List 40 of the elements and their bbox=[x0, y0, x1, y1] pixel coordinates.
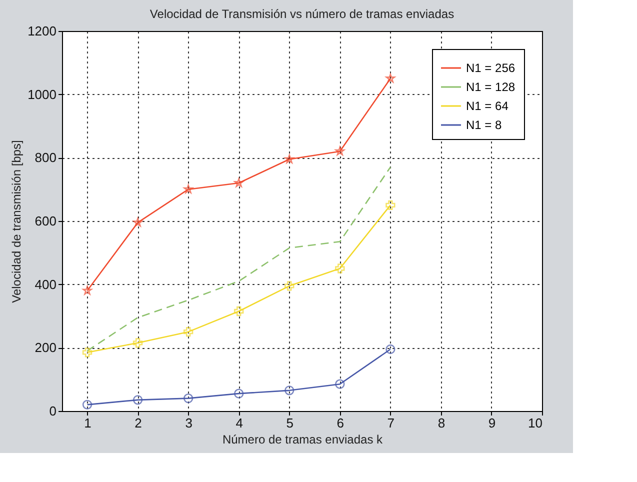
y-tick-label: 1000 bbox=[28, 86, 56, 102]
x-tick-label: 4 bbox=[236, 416, 243, 430]
y-tick-label: 800 bbox=[34, 150, 56, 166]
point bbox=[335, 264, 345, 274]
y-tick-label: 400 bbox=[34, 276, 56, 292]
point bbox=[386, 74, 396, 83]
x-tick-label: 3 bbox=[185, 416, 192, 430]
chart-title: Velocidad de Transmisión vs número de tramas enviadas bbox=[150, 7, 454, 21]
y-axis-title: Velocidad de transmisión [bps] bbox=[10, 140, 24, 303]
y-tick-label: 1200 bbox=[28, 24, 56, 38]
point bbox=[335, 146, 345, 156]
point bbox=[284, 386, 294, 396]
legend-label: N1 = 64 bbox=[466, 99, 509, 113]
point bbox=[132, 395, 143, 405]
x-tick-label: 6 bbox=[336, 416, 344, 430]
x-tick-label: 2 bbox=[134, 416, 142, 430]
point bbox=[386, 200, 396, 210]
x-tick-label: 5 bbox=[286, 416, 294, 430]
legend-label: N1 = 256 bbox=[466, 61, 516, 75]
x-tick-label: 9 bbox=[488, 416, 496, 430]
point bbox=[183, 394, 194, 404]
x-tick-label: 8 bbox=[438, 416, 446, 430]
x-tick-label: 10 bbox=[528, 416, 542, 430]
point bbox=[132, 338, 143, 348]
y-tick-label: 600 bbox=[34, 214, 56, 228]
point bbox=[234, 388, 244, 398]
point bbox=[335, 379, 345, 389]
x-tick-label: 7 bbox=[387, 416, 395, 430]
point bbox=[284, 281, 294, 291]
point bbox=[386, 344, 396, 354]
point bbox=[234, 306, 244, 316]
point bbox=[82, 348, 92, 358]
y-tick-label: 200 bbox=[34, 340, 56, 356]
y-tick-label: 0 bbox=[49, 404, 56, 418]
point bbox=[183, 327, 194, 337]
x-tick-label: 1 bbox=[84, 416, 92, 430]
point bbox=[82, 400, 92, 410]
x-axis-title: Número de tramas enviadas k bbox=[222, 432, 384, 446]
legend-label: N1 = 128 bbox=[466, 80, 516, 94]
legend-label: N1 = 8 bbox=[466, 118, 502, 132]
